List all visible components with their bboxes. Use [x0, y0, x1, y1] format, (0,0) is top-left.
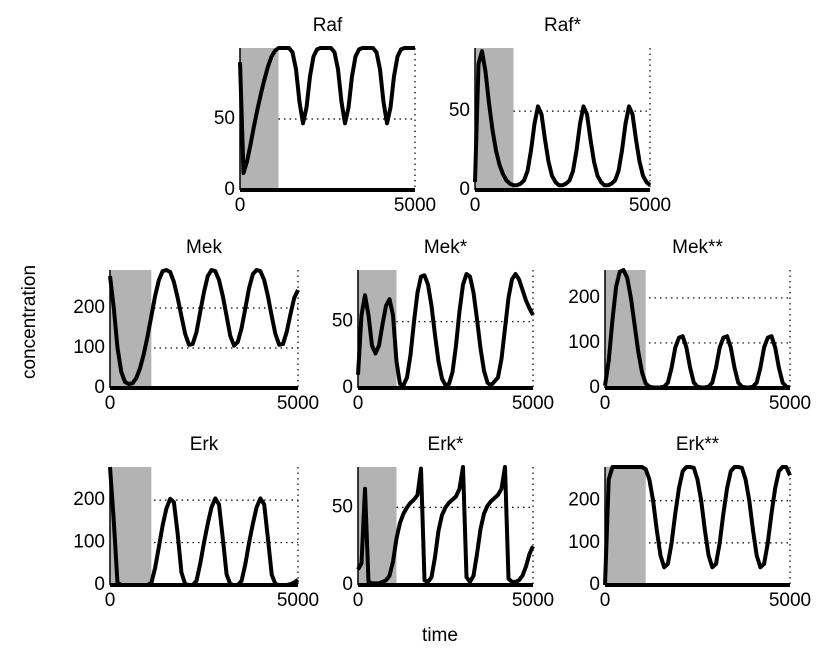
y-tick-label: 0 — [342, 377, 353, 398]
x-tick-label: 0 — [235, 195, 246, 216]
data-line — [108, 268, 300, 386]
y-tick-label: 100 — [568, 332, 600, 353]
y-tick-label: 200 — [568, 490, 600, 511]
y-tick-label: 0 — [94, 377, 105, 398]
y-tick-label: 0 — [589, 377, 600, 398]
y-tick-label: 50 — [214, 108, 235, 129]
y-tick-label: 0 — [224, 179, 235, 200]
x-tick-label: 5000 — [394, 195, 436, 216]
y-tick-label: 0 — [459, 179, 470, 200]
y-axis-label: concentration — [19, 265, 40, 379]
data-line — [473, 49, 652, 188]
x-tick-label: 0 — [470, 195, 481, 216]
x-tick-label: 0 — [353, 590, 364, 611]
y-tick-label: 50 — [332, 311, 353, 332]
subplot-title: Raf — [313, 15, 343, 36]
y-tick-label: 200 — [73, 297, 105, 318]
x-axis-label: time — [422, 625, 458, 646]
y-tick-label: 0 — [342, 574, 353, 595]
x-tick-label: 5000 — [769, 590, 811, 611]
x-tick-label: 5000 — [277, 393, 319, 414]
subplot: Raf* 0 50 0 5000 — [449, 15, 671, 216]
subplot: Erk** 0 100 200 0 5000 — [568, 434, 811, 611]
subplot-title: Erk** — [676, 434, 720, 455]
subplot: Erk* 0 50 0 5000 — [332, 434, 554, 611]
x-tick-label: 5000 — [769, 393, 811, 414]
x-tick-label: 5000 — [629, 195, 671, 216]
x-tick-label: 0 — [600, 590, 611, 611]
y-tick-label: 50 — [332, 496, 353, 517]
data-line — [108, 466, 300, 587]
shaded-region — [475, 48, 514, 190]
shaded-region — [358, 270, 397, 388]
subplot-title: Mek* — [424, 237, 468, 258]
data-line — [603, 268, 791, 390]
x-tick-label: 0 — [105, 393, 116, 414]
subplot: Raf 0 50 0 5000 — [214, 15, 436, 216]
y-tick-label: 200 — [73, 489, 105, 510]
y-tick-label: 100 — [73, 532, 105, 553]
data-line — [238, 46, 415, 175]
subplot: Mek 0 100 200 0 5000 — [73, 237, 319, 414]
y-tick-label: 100 — [568, 532, 600, 553]
subplot-title: Mek** — [672, 237, 723, 258]
x-tick-label: 0 — [353, 393, 364, 414]
subplot-title: Erk* — [428, 434, 465, 455]
y-tick-label: 0 — [94, 574, 105, 595]
y-tick-label: 50 — [449, 100, 470, 121]
data-line — [603, 465, 792, 586]
y-tick-label: 0 — [589, 574, 600, 595]
subplot: Erk 0 100 200 0 5000 — [73, 434, 319, 611]
subplot-title: Mek — [186, 237, 222, 258]
x-tick-label: 5000 — [277, 590, 319, 611]
data-line — [356, 272, 535, 388]
subplot: Mek* 0 50 0 5000 — [332, 237, 554, 414]
subplot: Mek** 0 100 200 0 5000 — [568, 237, 811, 414]
subplot-title: Raf* — [544, 15, 582, 36]
y-tick-label: 200 — [568, 287, 600, 308]
x-tick-label: 0 — [105, 590, 116, 611]
x-tick-label: 5000 — [512, 393, 554, 414]
shaded-region — [605, 467, 646, 585]
data-line — [356, 465, 535, 586]
x-tick-label: 0 — [600, 393, 611, 414]
subplot-title: Erk — [190, 434, 219, 455]
y-tick-label: 100 — [73, 337, 105, 358]
x-tick-label: 5000 — [512, 590, 554, 611]
